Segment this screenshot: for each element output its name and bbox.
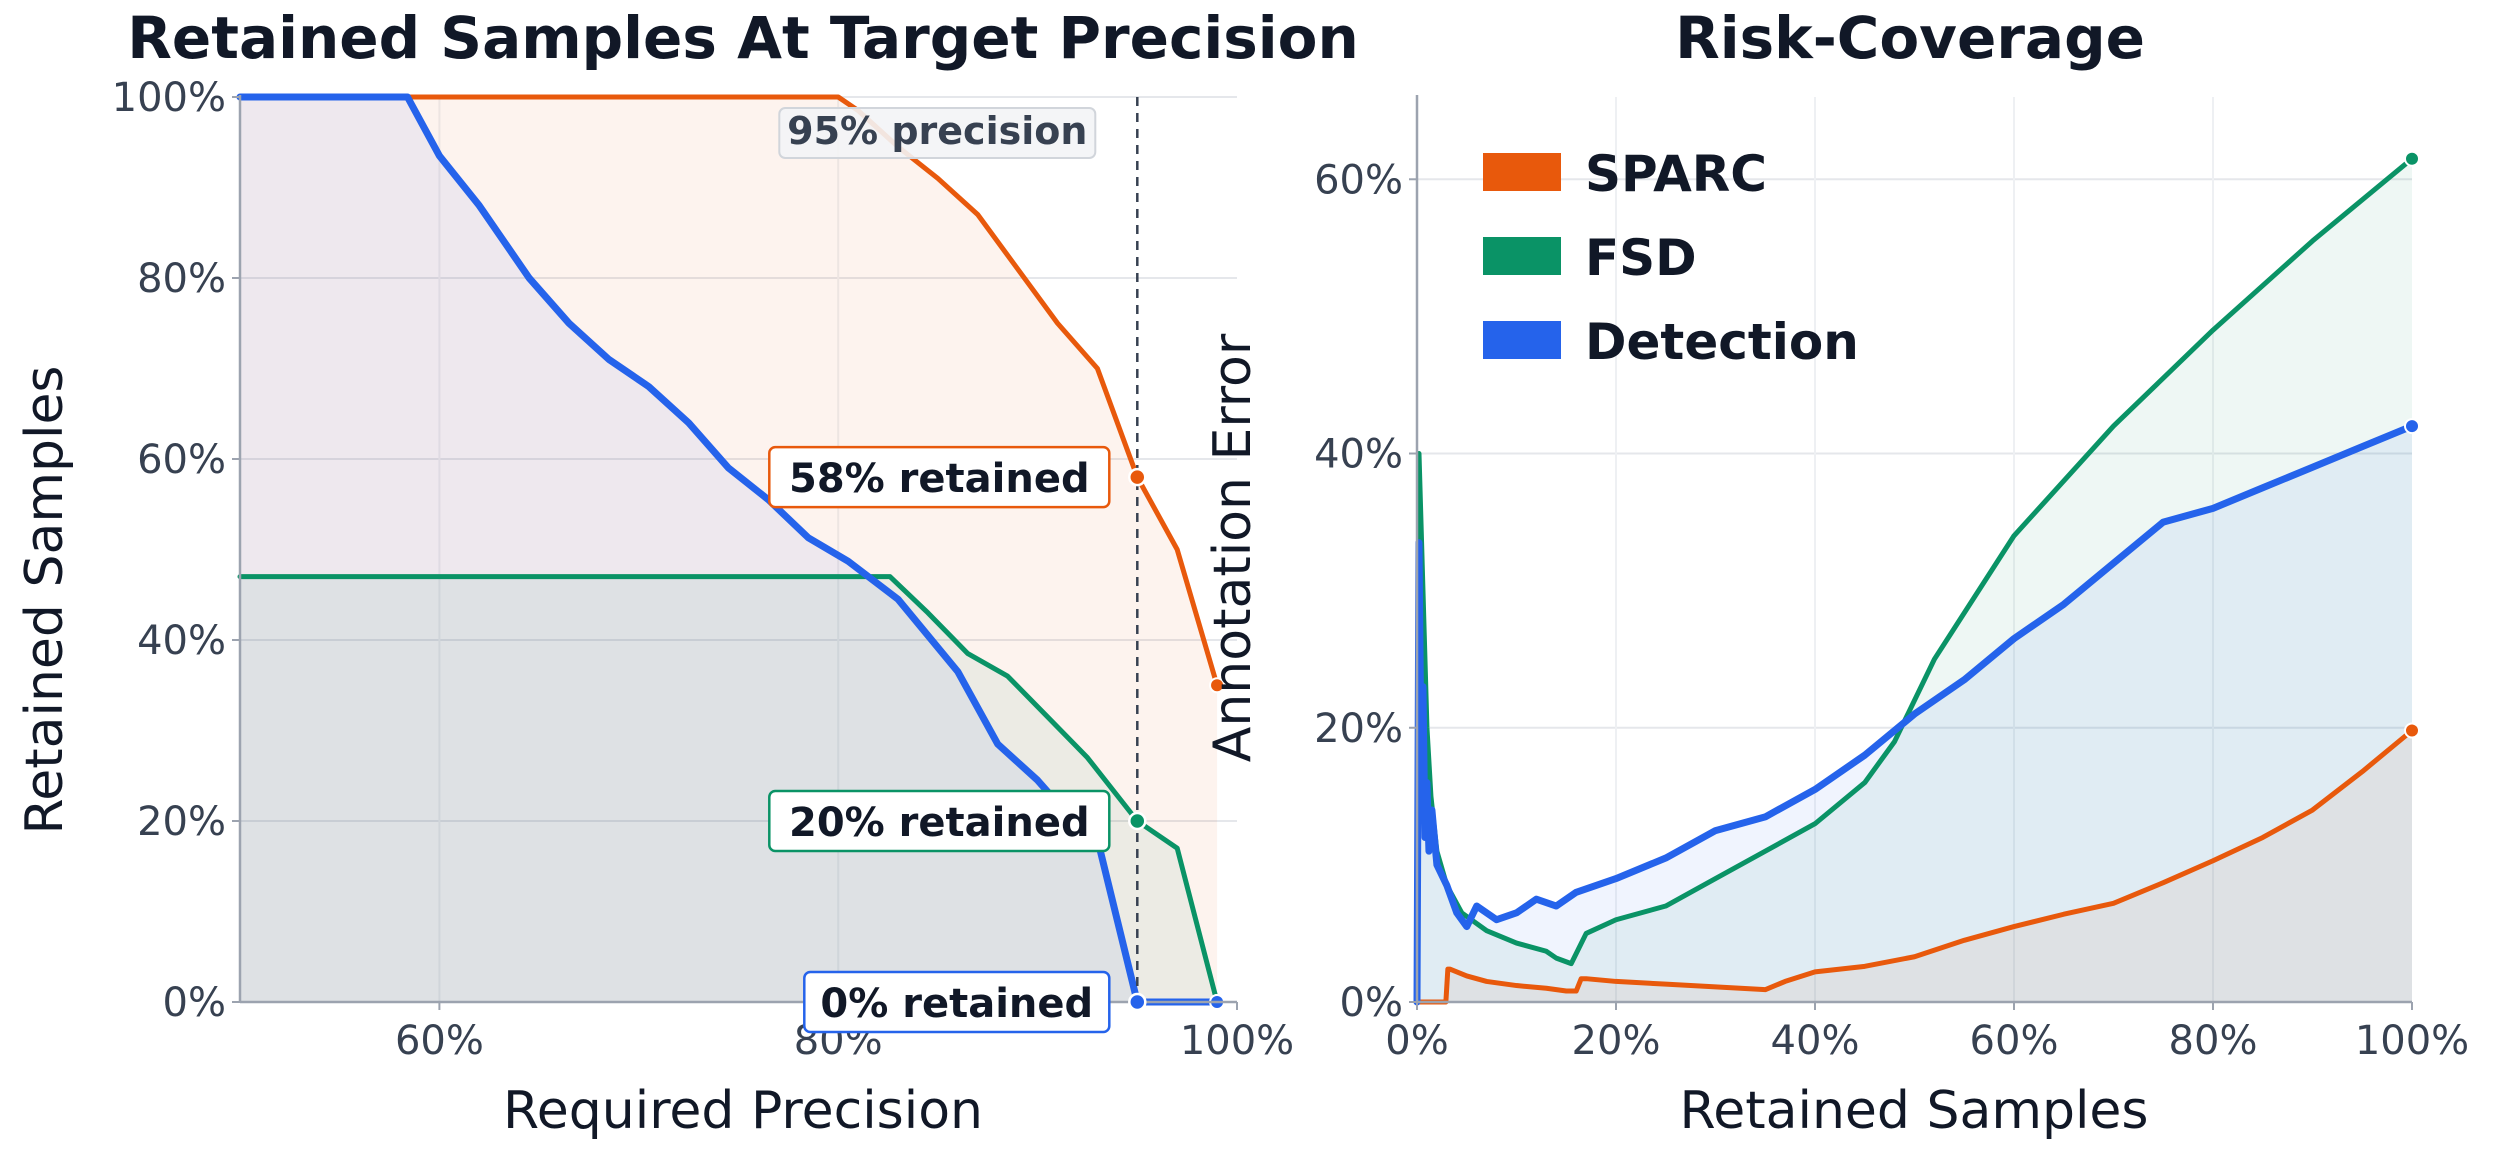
r-xtick-label-1: 20% — [1572, 1018, 1661, 1064]
r-ytick-label-0: 0% — [1340, 980, 1403, 1026]
reference-label: 95% precision — [787, 109, 1087, 153]
right-chart-title: Risk-Coverage — [1675, 4, 2145, 72]
label-box-fsd — [768, 789, 1111, 853]
r-fsd-end-point — [2404, 150, 2420, 167]
l-xtick-label-2: 100% — [1180, 1018, 1294, 1064]
legend-swatch-fsd — [1483, 237, 1561, 275]
l-ytick-label-2: 40% — [137, 618, 226, 664]
right-legend: SPARC FSD Detection — [1483, 145, 1859, 371]
r-ytick-label-1: 20% — [1314, 706, 1403, 752]
left-y-axis-label: Retained Samples — [15, 365, 75, 834]
r-sparc-end-point — [2404, 722, 2420, 739]
left-x-axis-label: Required Precision — [503, 1081, 983, 1141]
l-sparc-area — [240, 97, 1218, 1002]
right-axes — [1415, 95, 2412, 1004]
r-ytick-label-2: 40% — [1314, 432, 1403, 478]
label-box-sparc — [768, 445, 1111, 509]
l-fsd-area — [240, 576, 1218, 1002]
label-box-detection — [803, 970, 1111, 1034]
marker-fsd — [1128, 811, 1147, 831]
l-xtick-label-0: 60% — [395, 1018, 484, 1064]
marker-sparc — [1128, 467, 1147, 487]
l-ytick-label-3: 60% — [137, 437, 226, 483]
left-chart-title: Retained Samples At Target Precision — [127, 4, 1359, 72]
r-fsd-area — [1417, 158, 2412, 1003]
left-area-fills — [240, 97, 1218, 1002]
label-fsd: 20% retained — [789, 800, 1090, 846]
right-x-axis-label: Retained Samples — [1679, 1081, 2148, 1141]
left-chart-panel: Retained Samples At Target Precision 0% 2… — [15, 4, 1359, 1141]
l-ytick-label-0: 0% — [163, 980, 226, 1026]
right-chart-panel: Risk-Coverage 0% 20% 40% 60% 0% 20% 40% 60% 80% 1… — [1203, 4, 2469, 1141]
left-annotations: 95% precision 58% retained 20% retained 0% … — [768, 97, 1147, 1034]
l-ytick-label-1: 20% — [137, 799, 226, 845]
label-detection: 0% retained — [820, 981, 1093, 1027]
r-xtick-label-4: 80% — [2169, 1018, 2258, 1064]
r-xtick-label-2: 40% — [1771, 1018, 1860, 1064]
right-y-axis-label: Annotation Error — [1203, 333, 1263, 762]
l-fsd-line — [237, 574, 1220, 1005]
r-xtick-label-3: 60% — [1970, 1018, 2059, 1064]
right-tick-labels: 0% 20% 40% 60% 0% 20% 40% 60% 80% 100% — [1314, 157, 2469, 1064]
label-sparc: 58% retained — [789, 456, 1090, 502]
legend-label-detection: Detection — [1585, 313, 1859, 371]
l-sparc-end-point — [1209, 677, 1226, 694]
r-detection-line — [1413, 422, 2416, 1006]
r-xtick-label-5: 100% — [2355, 1018, 2469, 1064]
r-ytick-label-3: 60% — [1314, 157, 1403, 203]
right-series-lines — [1413, 150, 2420, 1006]
marker-detection — [1128, 992, 1147, 1012]
right-gridlines — [1417, 97, 2412, 1002]
r-detection-end-point — [2404, 418, 2420, 435]
legend-label-sparc: SPARC — [1585, 145, 1767, 203]
r-xtick-label-0: 0% — [1385, 1018, 1448, 1064]
r-sparc-line — [1414, 728, 2415, 1005]
l-ytick-label-5: 100% — [112, 75, 226, 121]
left-tick-labels: 0%20%40%60%80%100%60% 80% 100% — [112, 75, 1295, 1064]
legend-label-fsd: FSD — [1585, 229, 1697, 287]
reference-label-box — [778, 107, 1097, 159]
l-ytick-label-4: 80% — [137, 256, 226, 302]
legend-swatch-sparc — [1483, 153, 1561, 191]
l-detection-area — [240, 97, 1218, 1002]
r-sparc-area — [1417, 730, 2412, 1002]
legend-swatch-detection — [1483, 321, 1561, 359]
